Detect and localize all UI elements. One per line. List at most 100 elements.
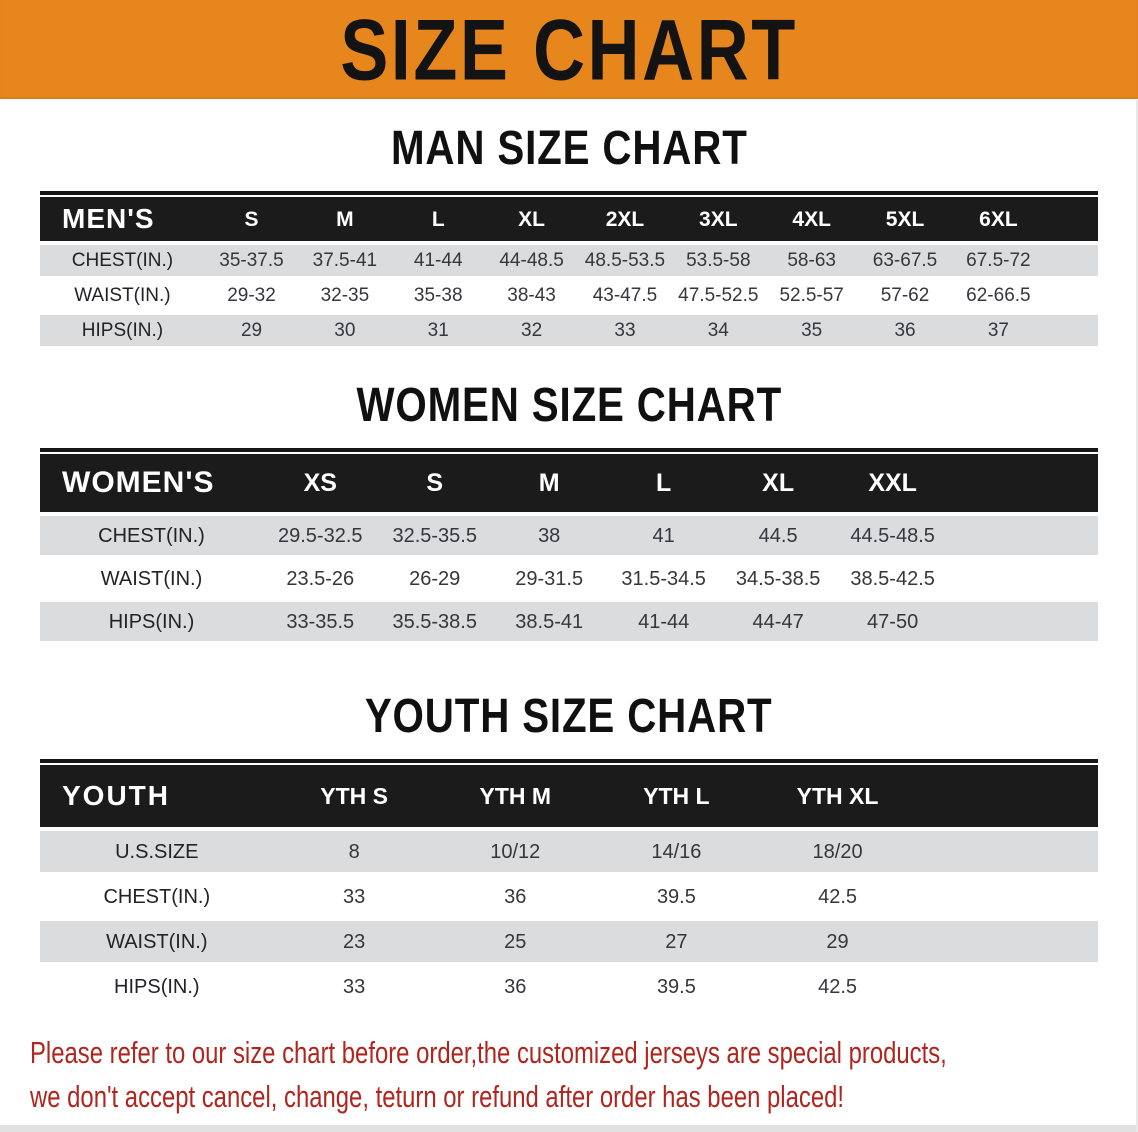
row-label-cell: WAIST(IN.) <box>40 555 264 600</box>
size-value-cell: 58-63 <box>764 241 859 278</box>
women-section: WOMEN SIZE CHART WOMEN'S XS S M L XL XXL CHEST(… <box>40 380 1098 641</box>
size-value-cell: 27 <box>595 917 757 964</box>
size-value-cell: 62-66.5 <box>951 276 1046 313</box>
size-value-cell: 33 <box>273 872 435 919</box>
size-value-cell: 42.5 <box>756 962 919 1007</box>
size-value-cell: 38-43 <box>484 276 579 313</box>
row-label-cell: WAIST(IN.) <box>40 276 205 313</box>
row-spacer-cell <box>1045 276 1098 313</box>
size-header-cell: 4XL <box>764 197 859 243</box>
size-value-cell: 36 <box>858 311 952 346</box>
order-notice: Please refer to our size chart before or… <box>30 1031 1138 1119</box>
size-value-cell: 35-38 <box>391 276 485 313</box>
size-header-cell: YTH S <box>273 765 435 829</box>
size-value-cell: 32.5-35.5 <box>377 512 492 557</box>
order-notice-line-1: Please refer to our size chart before or… <box>30 1031 1138 1075</box>
women-table-top-rule <box>40 448 1098 452</box>
order-notice-line-2: we don't accept cancel, change, teturn o… <box>30 1075 1138 1119</box>
size-header-cell: 2XL <box>578 197 672 243</box>
size-value-cell: 30 <box>298 311 392 346</box>
size-header-cell: YTH L <box>595 765 757 829</box>
women-size-table-wrap: WOMEN'S XS S M L XL XXL CHEST(IN.) 29.5-32.5 32.5… <box>40 454 1098 641</box>
men-section: MAN SIZE CHART MEN'S S M L XL 2XL 3XL 4XL 5XL 6XL… <box>40 123 1098 346</box>
size-value-cell: 67.5-72 <box>951 241 1046 278</box>
size-value-cell: 53.5-58 <box>671 241 765 278</box>
size-value-cell: 35.5-38.5 <box>377 598 492 641</box>
table-title-cell: WOMEN'S <box>40 454 264 514</box>
banner-title: SIZE CHART <box>340 0 798 98</box>
size-value-cell: 44.5-48.5 <box>835 512 950 557</box>
size-header-cell: XS <box>263 454 378 514</box>
size-value-cell: 29.5-32.5 <box>263 512 378 557</box>
table-row: U.S.SIZE 8 10/12 14/16 18/20 <box>40 827 1098 874</box>
size-value-cell: 38.5-41 <box>491 598 607 641</box>
size-value-cell: 44-48.5 <box>484 241 579 278</box>
size-value-cell: 42.5 <box>756 872 919 919</box>
table-title-cell: MEN'S <box>40 197 205 243</box>
size-value-cell: 29 <box>756 917 919 964</box>
size-value-cell: 8 <box>273 827 435 874</box>
youth-section: YOUTH SIZE CHART YOUTH YTH S YTH M YTH L YTH… <box>40 691 1098 1007</box>
size-value-cell: 47-50 <box>835 598 950 641</box>
size-value-cell: 14/16 <box>595 827 757 874</box>
size-value-cell: 39.5 <box>595 962 757 1007</box>
size-value-cell: 32-35 <box>298 276 392 313</box>
size-header-cell: S <box>204 197 299 243</box>
row-spacer-cell <box>918 962 1098 1007</box>
header-row: WOMEN'S XS S M L XL XXL <box>40 454 1098 514</box>
size-value-cell: 37 <box>951 311 1046 346</box>
size-value-cell: 32 <box>484 311 579 346</box>
size-value-cell: 44-47 <box>720 598 836 641</box>
size-value-cell: 39.5 <box>595 872 757 919</box>
size-header-cell: YTH XL <box>756 765 919 829</box>
size-value-cell: 43-47.5 <box>578 276 672 313</box>
size-value-cell: 25 <box>434 917 596 964</box>
banner: SIZE CHART <box>0 0 1138 99</box>
header-row: YOUTH YTH S YTH M YTH L YTH XL <box>40 765 1098 829</box>
size-value-cell: 52.5-57 <box>764 276 859 313</box>
row-spacer-cell <box>949 512 1098 557</box>
youth-section-heading-text: YOUTH SIZE CHART <box>365 690 773 743</box>
size-header-cell: 3XL <box>671 197 765 243</box>
header-row: MEN'S S M L XL 2XL 3XL 4XL 5XL 6XL <box>40 197 1098 243</box>
size-value-cell: 57-62 <box>858 276 952 313</box>
size-value-cell: 48.5-53.5 <box>578 241 672 278</box>
size-value-cell: 41 <box>606 512 721 557</box>
row-spacer-cell <box>1045 241 1098 278</box>
size-value-cell: 44.5 <box>720 512 836 557</box>
size-value-cell: 26-29 <box>377 555 492 600</box>
size-header-cell: L <box>391 197 485 243</box>
men-size-table: MEN'S S M L XL 2XL 3XL 4XL 5XL 6XL CHEST(IN.) 35-37… <box>40 197 1098 346</box>
size-header-cell: L <box>606 454 721 514</box>
size-header-cell: XXL <box>835 454 950 514</box>
row-label-cell: WAIST(IN.) <box>40 917 274 964</box>
size-value-cell: 29-32 <box>204 276 299 313</box>
women-section-heading: WOMEN SIZE CHART <box>40 380 1098 432</box>
men-size-table-wrap: MEN'S S M L XL 2XL 3XL 4XL 5XL 6XL CHEST(IN.) 35-37… <box>40 197 1098 346</box>
youth-table-top-rule <box>40 759 1098 763</box>
row-label-cell: CHEST(IN.) <box>40 512 264 557</box>
row-label-cell: HIPS(IN.) <box>40 311 205 346</box>
men-table-top-rule <box>40 191 1098 195</box>
table-row: HIPS(IN.) 33 36 39.5 42.5 <box>40 962 1098 1007</box>
size-value-cell: 31 <box>391 311 485 346</box>
order-notice-line-2-text: we don't accept cancel, change, teturn o… <box>30 1079 845 1114</box>
table-row: CHEST(IN.) 35-37.5 37.5-41 41-44 44-48.5 48.5… <box>40 241 1098 278</box>
table-title-cell: YOUTH <box>40 765 274 829</box>
size-value-cell: 31.5-34.5 <box>606 555 721 600</box>
size-header-cell: M <box>491 454 607 514</box>
size-value-cell: 34.5-38.5 <box>720 555 836 600</box>
size-value-cell: 63-67.5 <box>858 241 952 278</box>
row-label-cell: HIPS(IN.) <box>40 598 264 641</box>
header-spacer-cell <box>918 765 1098 829</box>
youth-size-table: YOUTH YTH S YTH M YTH L YTH XL U.S.SIZE 8 10/12… <box>40 765 1098 1007</box>
row-spacer-cell <box>1045 311 1098 346</box>
women-section-heading-text: WOMEN SIZE CHART <box>356 379 782 432</box>
row-spacer-cell <box>918 917 1098 964</box>
row-spacer-cell <box>949 555 1098 600</box>
row-label-cell: CHEST(IN.) <box>40 241 205 278</box>
men-section-heading-text: MAN SIZE CHART <box>390 122 748 175</box>
size-header-cell: XL <box>720 454 836 514</box>
size-value-cell: 18/20 <box>756 827 919 874</box>
